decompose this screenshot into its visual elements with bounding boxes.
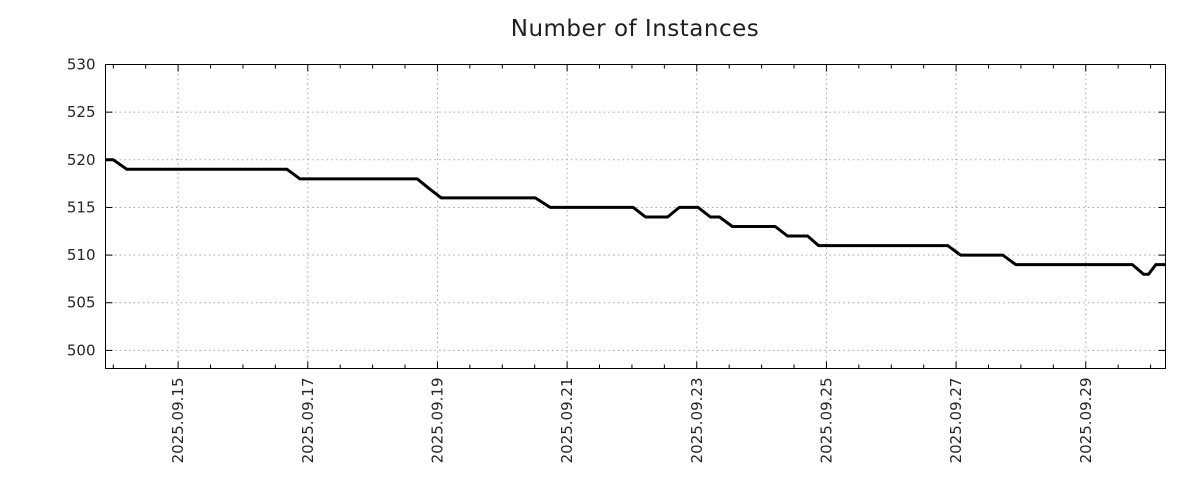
x-axis-tick-label: 2025.09.15 bbox=[169, 378, 187, 464]
x-axis-tick-label: 2025.09.29 bbox=[1077, 378, 1095, 464]
x-axis-tick-label: 2025.09.23 bbox=[688, 378, 706, 464]
plot-border bbox=[105, 64, 1166, 369]
x-axis-tick-label: 2025.09.19 bbox=[428, 378, 446, 464]
x-axis-tick-label: 2025.09.17 bbox=[299, 378, 317, 464]
y-axis-tick-label: 520 bbox=[67, 151, 96, 169]
y-axis-tick-label: 515 bbox=[67, 198, 96, 216]
y-axis-tick-label: 530 bbox=[67, 56, 96, 74]
y-axis-tick-label: 500 bbox=[67, 341, 96, 359]
x-axis-tick-label: 2025.09.21 bbox=[558, 378, 576, 464]
chart-title: Number of Instances bbox=[510, 16, 760, 42]
y-axis-tick-label: 510 bbox=[67, 246, 96, 264]
y-axis-tick-label: 525 bbox=[67, 103, 96, 121]
y-axis-tick-label: 505 bbox=[67, 294, 96, 312]
x-axis-tick-label: 2025.09.27 bbox=[947, 378, 965, 464]
x-axis-tick-label: 2025.09.25 bbox=[817, 378, 835, 464]
data-line-instances bbox=[105, 158, 1166, 276]
